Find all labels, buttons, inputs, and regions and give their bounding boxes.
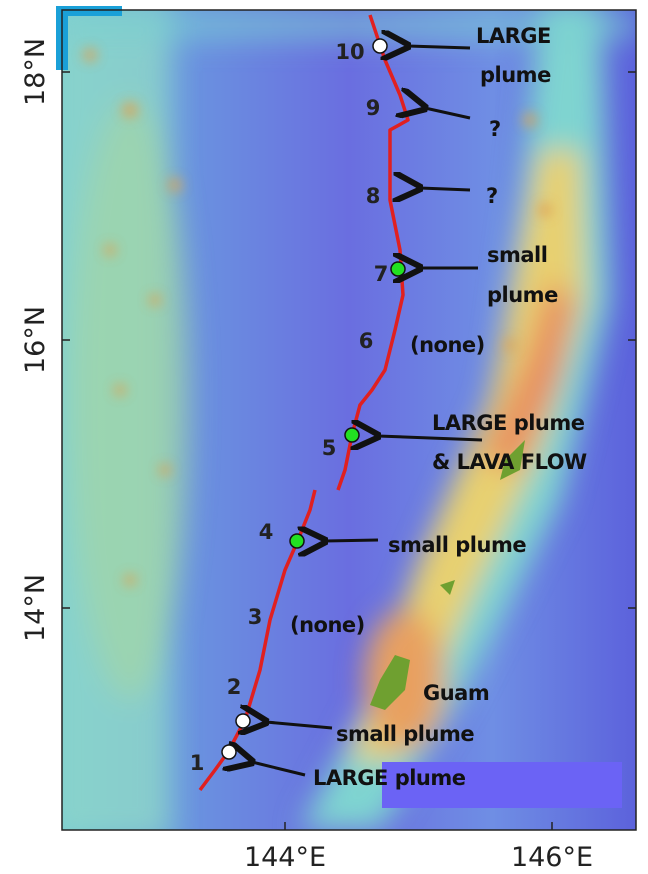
lat-label: 16°N <box>20 306 51 374</box>
site-marker <box>373 39 387 53</box>
place-label: Guam <box>423 681 489 705</box>
map: 18°N 16°N 14°N 144°E 146°E 1 2 3 4 5 6 7 8 9 10 LARGE pl… <box>0 0 648 874</box>
site-number: 9 <box>366 96 381 120</box>
site-number: 5 <box>322 436 337 460</box>
lon-label: 146°E <box>511 842 593 873</box>
lat-label: 18°N <box>20 38 51 106</box>
site-marker <box>391 262 405 276</box>
site-marker <box>290 534 304 548</box>
arrow <box>325 540 378 541</box>
site-number: 10 <box>335 40 364 64</box>
annotation: small plume <box>388 533 526 557</box>
site-number: 2 <box>227 675 242 699</box>
annotation: & LAVA FLOW <box>432 450 587 474</box>
annotation: (none) <box>290 613 365 637</box>
annotation: LARGE plume <box>432 411 585 435</box>
annotation: LARGE plume <box>313 766 466 790</box>
annotation: small <box>487 243 547 267</box>
site-number: 4 <box>259 520 274 544</box>
lat-label: 14°N <box>20 574 51 642</box>
annotation: plume <box>480 63 551 87</box>
annotation: (none) <box>410 333 485 357</box>
arrow <box>408 46 470 48</box>
site-number: 6 <box>359 329 374 353</box>
annotation: ? <box>486 184 498 208</box>
site-marker <box>345 428 359 442</box>
arrow <box>420 188 470 190</box>
site-marker <box>222 745 236 759</box>
annotation: ? <box>489 117 501 141</box>
lon-label: 144°E <box>244 842 326 873</box>
annotation: small plume <box>336 722 474 746</box>
site-number: 7 <box>374 262 389 286</box>
site-number: 1 <box>190 751 205 775</box>
site-marker <box>236 714 250 728</box>
site-number: 8 <box>366 184 381 208</box>
annotation: plume <box>487 283 558 307</box>
site-number: 3 <box>248 605 263 629</box>
annotation: LARGE <box>476 24 551 48</box>
